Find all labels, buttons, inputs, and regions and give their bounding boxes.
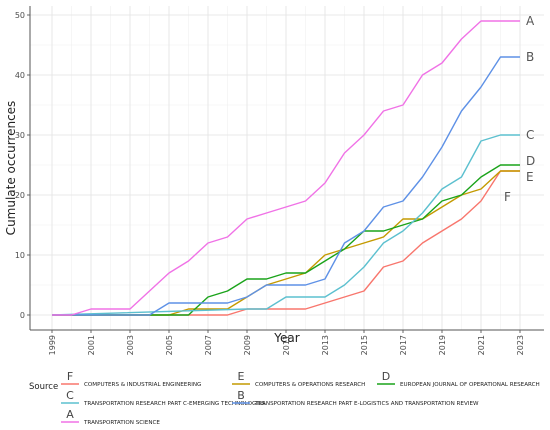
- legend-entry-label: COMPUTERS & INDUSTRIAL ENGINEERING: [84, 382, 201, 388]
- legend-key-letter: D: [382, 370, 390, 383]
- legend-key-letter: E: [238, 370, 245, 383]
- x-tick-label: 2019: [438, 335, 447, 355]
- series-end-label-b: B: [526, 50, 534, 64]
- y-tick-label: 10: [15, 251, 25, 260]
- legend-key-letter: C: [66, 389, 74, 402]
- legend-key-letter: A: [66, 408, 74, 421]
- series-end-label-f: F: [504, 190, 511, 204]
- x-tick-label: 2011: [282, 335, 291, 355]
- x-axis-title: Year: [273, 331, 299, 345]
- x-tick-label: 2015: [360, 335, 369, 355]
- y-axis-title: Cumulate occurrences: [4, 101, 18, 236]
- plot-panel: [30, 6, 544, 330]
- y-tick-label: 50: [15, 11, 25, 20]
- x-tick-label: 2017: [399, 335, 408, 355]
- legend-entry-f: F COMPUTERS & INDUSTRIAL ENGINEERING: [61, 370, 201, 388]
- series-end-label-a: A: [526, 14, 535, 28]
- legend-entry-label: TRANSPORTATION SCIENCE: [83, 420, 160, 426]
- legend-entry-label: COMPUTERS & OPERATIONS RESEARCH: [255, 382, 365, 388]
- legend-entry-label: EUROPEAN JOURNAL OF OPERATIONAL RESEARCH: [400, 382, 540, 388]
- x-tick-label: 2003: [126, 335, 135, 355]
- x-tick-label: 2005: [165, 335, 174, 355]
- x-tick-label: 2021: [477, 335, 486, 355]
- x-tick-label: 2001: [87, 335, 96, 355]
- legend-entry-label: TRANSPORTATION RESEARCH PART E-LOGISTICS…: [254, 401, 479, 407]
- series-end-label-c: C: [526, 128, 534, 142]
- legend-title: Source: [29, 382, 58, 392]
- legend: Source F COMPUTERS & INDUSTRIAL ENGINEERI…: [29, 370, 540, 426]
- legend-entry-d: D EUROPEAN JOURNAL OF OPERATIONAL RESEARC…: [377, 370, 540, 388]
- gridlines: [30, 6, 544, 330]
- legend-entry-e: E COMPUTERS & OPERATIONS RESEARCH: [232, 370, 365, 388]
- series-line-f: [52, 170, 520, 316]
- legend-entry-label: TRANSPORTATION RESEARCH PART C-EMERGING …: [83, 401, 266, 407]
- series-end-label-e: E: [526, 170, 534, 184]
- y-tick-label: 20: [15, 191, 25, 200]
- legend-entry-c: C TRANSPORTATION RESEARCH PART C-EMERGING…: [61, 389, 266, 407]
- legend-entry-a: A TRANSPORTATION SCIENCE: [61, 408, 160, 426]
- y-tick-label: 0: [20, 311, 25, 320]
- series-end-labels: F EDC B A: [504, 14, 535, 204]
- x-tick-label: 1999: [48, 335, 57, 355]
- series-line-b: [52, 56, 520, 316]
- legend-entry-b: B TRANSPORTATION RESEARCH PART E-LOGISTIC…: [232, 389, 479, 407]
- series-line-a: [52, 20, 520, 316]
- legend-key-letter: B: [237, 389, 245, 402]
- series-line-d: [52, 164, 520, 316]
- y-tick-label: 40: [15, 71, 25, 80]
- x-tick-label: 2009: [243, 335, 252, 355]
- legend-key-letter: F: [67, 370, 73, 383]
- x-tick-label: 2007: [204, 335, 213, 355]
- series-lines: [51, 20, 520, 316]
- x-tick-label: 2013: [321, 335, 330, 355]
- x-tick-label: 2023: [516, 335, 525, 355]
- series-end-label-d: D: [526, 154, 535, 168]
- axes: 0 10 20 30 40 50 1999 2001 2003 2005 2007 2009 2011 2…: [15, 6, 544, 355]
- series-line-c: [51, 134, 520, 316]
- y-tick-label: 30: [15, 131, 25, 140]
